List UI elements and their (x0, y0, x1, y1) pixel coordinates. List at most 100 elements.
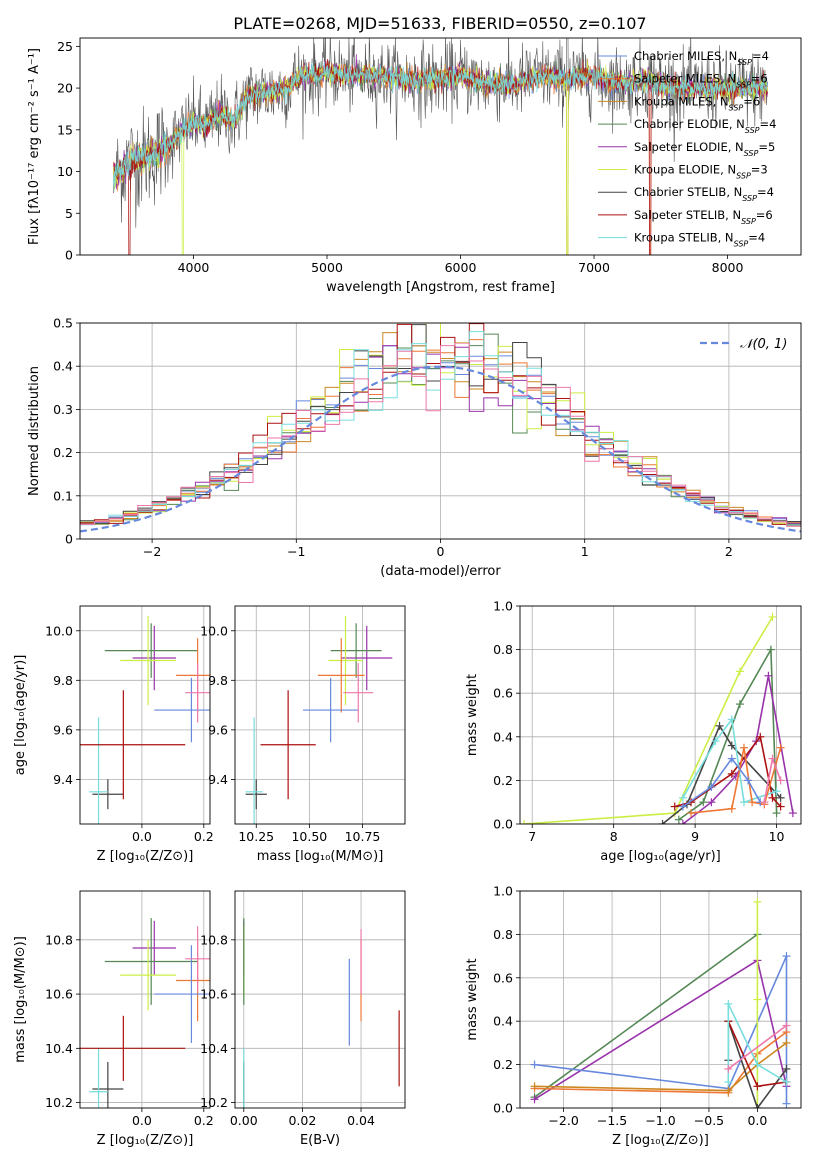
x-tick-label: −1 (287, 544, 305, 559)
x-tick-label: 7000 (578, 260, 610, 275)
x-tick-label: −2.0 (548, 1113, 578, 1128)
plot-area (113, 38, 768, 255)
axes-frame (79, 37, 802, 256)
x-tick-label: 0.2 (194, 1113, 214, 1128)
x-axis-label: age [log₁₀(age/yr)] (600, 849, 721, 864)
weight-series-kroupa_miles (534, 1042, 787, 1092)
weight-series-chabrier_elodie (678, 646, 778, 821)
legend-label: 𝒩(0, 1) (740, 337, 787, 352)
y-tick-label: 9.6 (53, 722, 73, 737)
y-tick-label: 0.2 (493, 1057, 513, 1072)
y-tick-label: 9.4 (53, 772, 73, 787)
x-tick-label: 0.02 (288, 1113, 316, 1128)
y-tick-label: 9.6 (208, 722, 228, 737)
y-tick-label: 0.5 (53, 316, 73, 331)
y-tick-label: 10.0 (200, 623, 228, 638)
x-tick-label: −0.5 (694, 1113, 724, 1128)
y-axis-label: Normed distribution (27, 366, 42, 496)
y-tick-label: 0 (65, 532, 73, 547)
weight-series-chabrier_elodie (534, 933, 758, 1098)
legend-label: Chabrier ELODIE, NSSP=4 (634, 117, 776, 135)
x-tick-label: −1.5 (597, 1113, 627, 1128)
y-tick-label: 9.4 (208, 772, 228, 787)
y-tick-label: 0 (65, 248, 73, 263)
y-tick-label: 0.0 (493, 817, 513, 832)
y-tick-label: 10.8 (45, 932, 73, 947)
y-tick-label: 10.0 (45, 623, 73, 638)
y-tick-label: 10.6 (45, 987, 73, 1002)
y-tick-label: 0.6 (493, 970, 513, 985)
y-tick-label: 25 (57, 39, 73, 54)
x-tick-label: 6000 (445, 260, 477, 275)
panel-spectrum: 4000 5000 6000 7000 8000 0 5 10 15 20 25 wavelength… (27, 37, 802, 295)
y-tick-label: 0.2 (53, 445, 73, 460)
y-tick-label: 10.2 (200, 1095, 228, 1110)
weight-series-chabrier_miles (682, 757, 761, 808)
legend-label: Chabrier STELIB, NSSP=4 (634, 185, 774, 203)
x-axis-label: wavelength [Angstrom, rest frame] (326, 280, 555, 295)
x-tick-label: 0.00 (230, 1113, 258, 1128)
plot-area (520, 612, 797, 824)
legend-label: Salpeter ELODIE, NSSP=5 (634, 140, 775, 158)
legend-label: Kroupa MILES, NSSP=6 (634, 94, 760, 112)
y-axis-label: mass weight (465, 958, 480, 1040)
legend-label: Kroupa STELIB, NSSP=4 (634, 231, 765, 249)
panel-weight-vs-age: 7 8 9 10 0.0 0.2 0.4 0.6 0.8 1.0 age [log₁₀(age/yr… (465, 599, 802, 864)
y-tick-label: 0.4 (493, 1014, 513, 1029)
plot-area (80, 323, 801, 539)
legend-label: Salpeter STELIB, NSSP=6 (634, 208, 773, 226)
x-axis-label: E(B-V) (300, 1133, 340, 1148)
y-tick-label: 0.8 (493, 927, 513, 942)
x-tick-label: −1.0 (645, 1113, 675, 1128)
y-axis-label: mass [log₁₀(M/M⊙)] (13, 936, 28, 1063)
histogram-extra (80, 342, 801, 539)
x-tick-label: 10.50 (291, 829, 327, 844)
x-tick-label: −2 (143, 544, 161, 559)
y-axis-label: mass weight (465, 674, 480, 756)
x-tick-label: 7 (528, 829, 536, 844)
x-axis-label: mass [log₁₀(M/M⊙)] (257, 849, 384, 864)
y-tick-label: 10.8 (200, 932, 228, 947)
x-tick-label: 5000 (311, 260, 343, 275)
y-tick-label: 15 (57, 122, 73, 137)
y-tick-label: 10.6 (200, 987, 228, 1002)
x-tick-label: 8 (610, 829, 618, 844)
y-tick-label: 0.4 (53, 359, 73, 374)
axes-frame (234, 605, 406, 825)
x-tick-label: 0.0 (747, 1113, 767, 1128)
y-tick-label: 10.2 (45, 1095, 73, 1110)
y-tick-label: 0.0 (493, 1101, 513, 1116)
y-tick-label: 9.8 (208, 673, 228, 688)
x-tick-label: 1 (581, 544, 589, 559)
weight-series-salpeter_miles (534, 1031, 787, 1094)
x-tick-label: 10.25 (238, 829, 274, 844)
axes-frame (79, 605, 211, 825)
y-tick-label: 1.0 (493, 884, 513, 899)
y-tick-label: 0.1 (53, 488, 73, 503)
y-tick-label: 0.2 (493, 773, 513, 788)
y-tick-label: 5 (65, 206, 73, 221)
x-axis-label: Z [log₁₀(Z/Z⊙)] (612, 1133, 709, 1148)
panel-mass-vs-Z: 0.0 0.2 10.2 10.4 10.6 10.8 Z [log₁₀(Z/Z⊙)] mas… (13, 890, 214, 1148)
figure-title: PLATE=0268, MJD=51633, FIBERID=0550, z=0… (233, 14, 646, 33)
x-tick-label: 0.04 (347, 1113, 375, 1128)
spectrum-line-kroupa_stelib (113, 61, 768, 193)
axes-frame (79, 890, 211, 1109)
plot-area (80, 918, 210, 1108)
panel-age-vs-Z: 0.0 0.2 9.4 9.6 9.8 10.0 Z [log₁₀(Z/Z⊙)] age [l… (13, 605, 214, 864)
panel-mass-vs-EBV: 0.00 0.02 0.04 10.2 10.4 10.6 10.8 E(B-V) (200, 890, 406, 1148)
y-tick-label: 10 (57, 164, 73, 179)
x-axis-label: Z [log₁₀(Z/Z⊙)] (97, 1133, 194, 1148)
y-tick-label: 9.8 (53, 673, 73, 688)
y-tick-label: 0.8 (493, 642, 513, 657)
spectrum-legend: Chabrier MILES, NSSP=4 Salpeter MILES, NS… (598, 49, 776, 248)
legend-label: Kroupa ELODIE, NSSP=3 (634, 163, 768, 181)
x-tick-label: 0.0 (132, 829, 152, 844)
axes-frame (234, 890, 406, 1109)
y-tick-label: 10.4 (200, 1041, 228, 1056)
plot-area (243, 918, 400, 1108)
y-axis-label: age [log₁₀(age/yr)] (13, 655, 28, 776)
weight-series-kroupa_stelib (727, 1003, 787, 1083)
y-tick-label: 0.3 (53, 402, 73, 417)
